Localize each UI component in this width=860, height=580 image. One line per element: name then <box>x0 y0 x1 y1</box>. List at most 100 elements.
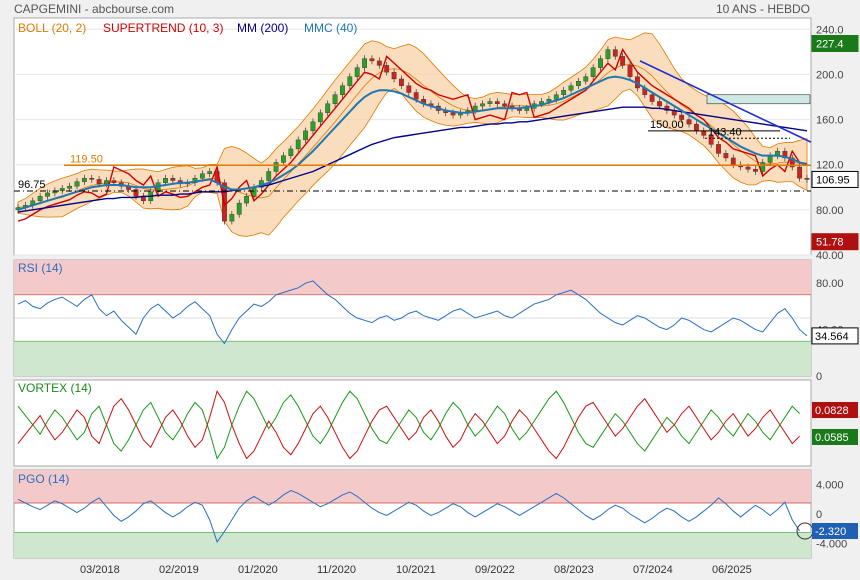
candle-body <box>413 92 419 100</box>
candle-body <box>303 130 308 141</box>
rsi-overbought-zone <box>14 260 811 295</box>
level-label-119: 119.50 <box>70 153 103 165</box>
candle-body <box>170 178 176 181</box>
rsi-oversold-zone <box>14 341 811 376</box>
candle-body <box>708 135 714 145</box>
candle-body <box>450 112 456 116</box>
trend-line <box>639 60 812 143</box>
vortex-badge-pos-label: 0.0585 <box>815 432 849 444</box>
x-axis-tick: 06/2025 <box>712 564 752 576</box>
x-axis-tick: 07/2024 <box>633 564 673 576</box>
pgo-y-tick: -4.000 <box>816 538 847 550</box>
candle-body <box>273 162 279 172</box>
candle-body <box>664 105 670 111</box>
pgo-overbought-zone <box>14 470 811 503</box>
candle-body <box>295 139 301 150</box>
candle-body <box>553 94 559 100</box>
vortex-badge-neg-label: 0.0828 <box>815 405 849 417</box>
candle-body <box>767 155 773 163</box>
candle-body <box>797 166 803 179</box>
candle-body <box>384 65 390 73</box>
candle-body <box>281 155 286 163</box>
x-axis-tick: 11/2020 <box>317 564 356 576</box>
candle-body <box>539 101 544 104</box>
candle-body <box>229 214 235 222</box>
candle-body <box>745 166 751 170</box>
pgo-badge-label: -2.320 <box>815 526 846 538</box>
price-badge <box>811 35 859 53</box>
candle-body <box>354 67 360 77</box>
candle-body <box>133 189 139 197</box>
candle-body <box>332 94 338 104</box>
x-axis-tick: 01/2020 <box>238 564 278 576</box>
candle-body <box>67 185 73 189</box>
price-y-tick: 40.00 <box>816 250 844 262</box>
candle-body <box>96 179 102 185</box>
candle-body <box>627 65 633 77</box>
rsi-line <box>17 280 808 345</box>
pgo-y-tick: 0 <box>816 509 822 521</box>
pgo-legend: PGO (14) <box>18 472 69 486</box>
vortex-minus-line <box>17 390 800 460</box>
candle-body <box>716 144 721 154</box>
candle-body <box>760 162 766 172</box>
vortex-plus-line <box>17 390 800 460</box>
candle-body <box>236 202 242 215</box>
candle-body <box>199 173 205 179</box>
pgo-oversold-zone <box>14 532 811 558</box>
x-axis-tick: 02/2019 <box>159 564 199 576</box>
candle-body <box>583 76 589 82</box>
candle-body <box>266 171 272 181</box>
mmc40-line <box>17 75 808 211</box>
vortex-badge-neg <box>812 402 858 418</box>
vortex-badge-pos <box>812 429 858 445</box>
candle-body <box>789 157 795 168</box>
candle-body <box>590 67 596 77</box>
level-label-150: 150.00 <box>650 119 684 131</box>
candle-body <box>472 105 478 111</box>
candle-body <box>406 85 412 93</box>
candle-body <box>686 119 692 125</box>
candle-body <box>376 60 382 66</box>
candle-body <box>111 180 117 183</box>
x-axis-tick: 10/2021 <box>396 564 436 576</box>
price-legend-item: BOLL (20, 2) <box>18 21 86 35</box>
chart-period: 10 ANS - HEBDO <box>715 2 810 16</box>
price-y-tick: 120.0 <box>816 160 844 172</box>
candle-body <box>340 85 345 95</box>
candle-body <box>59 188 65 191</box>
candle-body <box>524 108 530 111</box>
price-badge-label: 227.4 <box>816 39 844 51</box>
supertrend-line <box>17 48 808 222</box>
candle-body <box>561 90 567 95</box>
level-label-143: 143.40 <box>708 126 742 138</box>
candle-body <box>804 178 810 180</box>
price-y-tick: 160.0 <box>816 115 844 127</box>
pgo-line <box>17 489 801 543</box>
vortex-legend: VORTEX (14) <box>18 381 92 395</box>
price-y-tick: 240.0 <box>816 24 844 36</box>
mm200-line <box>17 106 808 213</box>
rsi-badge-label: 34.564 <box>815 331 849 343</box>
candle-body <box>104 180 109 185</box>
candle-body <box>325 103 331 114</box>
candle-body <box>81 178 87 182</box>
candle-body <box>399 78 404 86</box>
price-y-tick: 200.0 <box>816 69 844 81</box>
price-legend-item: MMC (40) <box>304 21 357 35</box>
candle-body <box>391 71 397 80</box>
resistance-zone <box>706 94 811 105</box>
candle-body <box>480 103 485 107</box>
candle-body <box>568 85 574 91</box>
candle-body <box>362 58 367 68</box>
candle-body <box>605 49 611 59</box>
rsi-legend: RSI (14) <box>18 261 63 275</box>
price-y-tick: 80.00 <box>816 205 844 217</box>
candle-body <box>657 101 662 107</box>
candle-body <box>244 196 249 204</box>
candle-body <box>347 76 353 86</box>
candle-body <box>494 101 500 104</box>
rsi-y-tick: 0 <box>816 371 822 383</box>
price-badge-label: 106.95 <box>816 174 850 186</box>
